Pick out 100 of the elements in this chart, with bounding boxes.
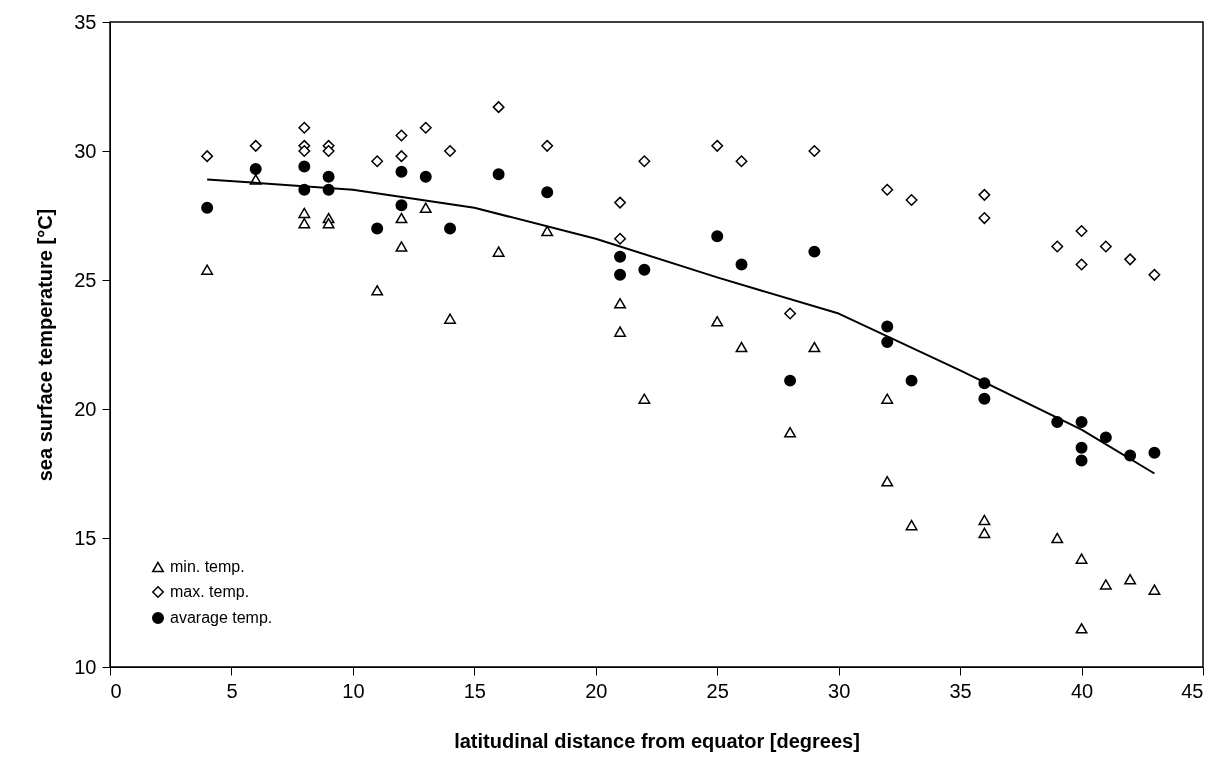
point — [735, 341, 748, 353]
point — [978, 188, 991, 201]
y-axis-title: sea surface temperature [°C] — [34, 208, 57, 482]
point — [1148, 584, 1161, 595]
point — [614, 326, 627, 337]
point — [1075, 415, 1088, 428]
y-tick-label: 30 — [74, 139, 97, 162]
point — [638, 155, 651, 168]
point — [322, 170, 335, 183]
point — [614, 250, 627, 263]
point — [395, 212, 408, 224]
point — [735, 155, 748, 168]
point — [1051, 240, 1064, 253]
point — [298, 207, 311, 219]
point — [711, 230, 724, 243]
point — [1124, 253, 1137, 266]
point — [249, 139, 262, 152]
point — [614, 268, 627, 281]
point — [1099, 240, 1112, 253]
point — [1075, 441, 1088, 454]
y-tick-label: 10 — [74, 655, 97, 678]
point — [978, 514, 991, 526]
y-tick-label: 25 — [74, 268, 97, 291]
point — [881, 475, 894, 487]
point — [541, 186, 554, 199]
point — [201, 264, 214, 275]
point — [419, 121, 432, 134]
point — [905, 194, 918, 207]
point — [881, 335, 894, 348]
x-tick-label: 25 — [706, 679, 729, 702]
point — [298, 121, 311, 134]
point — [1075, 623, 1088, 634]
point — [298, 160, 311, 173]
point — [735, 258, 748, 271]
point — [444, 313, 457, 324]
line-series — [206, 178, 1156, 475]
point — [1099, 431, 1112, 444]
point — [1075, 454, 1088, 467]
point — [298, 145, 311, 157]
point — [541, 139, 554, 152]
point — [1075, 258, 1088, 271]
point — [419, 202, 432, 214]
point — [371, 285, 384, 296]
point — [905, 519, 918, 531]
point — [322, 145, 335, 157]
point — [395, 150, 408, 163]
point — [978, 392, 991, 405]
point — [419, 170, 432, 183]
point — [322, 217, 335, 229]
point — [201, 150, 214, 163]
point — [298, 217, 311, 229]
point — [978, 212, 991, 225]
point — [711, 315, 724, 327]
x-tick-label: 10 — [342, 679, 365, 702]
x-tick-label: 20 — [585, 679, 608, 702]
point — [808, 341, 821, 353]
point — [614, 297, 627, 309]
point — [978, 527, 991, 539]
point — [808, 145, 821, 157]
point — [395, 241, 408, 252]
point — [1075, 553, 1088, 564]
x-tick-label: 40 — [1070, 679, 1094, 702]
x-tick-label: 0 — [110, 679, 122, 702]
point — [1051, 532, 1064, 544]
x-tick-label: 45 — [1181, 679, 1204, 702]
point — [1148, 446, 1161, 459]
x-tick-label: 35 — [949, 679, 972, 702]
point — [201, 201, 214, 214]
legend-label: max. temp. — [170, 583, 250, 600]
point — [638, 393, 651, 404]
point — [492, 101, 505, 114]
point — [249, 163, 262, 176]
point — [1075, 224, 1088, 237]
point — [614, 196, 627, 209]
point — [784, 307, 797, 320]
legend-label: avarage temp. — [170, 609, 273, 626]
point — [638, 263, 651, 276]
point — [711, 139, 724, 152]
point — [395, 129, 408, 142]
point — [371, 155, 384, 168]
point — [492, 246, 505, 257]
point — [784, 374, 797, 387]
point — [905, 374, 918, 387]
point — [395, 165, 408, 178]
y-tick-label: 35 — [74, 10, 97, 33]
point — [1099, 579, 1112, 590]
point — [492, 168, 505, 181]
x-tick-label: 5 — [226, 679, 238, 702]
y-tick-label: 20 — [74, 397, 97, 420]
point — [1124, 573, 1137, 585]
point — [784, 426, 797, 438]
point — [541, 225, 554, 237]
y-tick-label: 15 — [74, 526, 97, 549]
point — [444, 145, 457, 157]
point — [808, 245, 821, 258]
point — [881, 393, 894, 404]
x-tick-label: 15 — [463, 679, 486, 702]
point — [881, 183, 894, 196]
point — [1148, 268, 1161, 281]
x-tick-label: 30 — [828, 679, 851, 702]
